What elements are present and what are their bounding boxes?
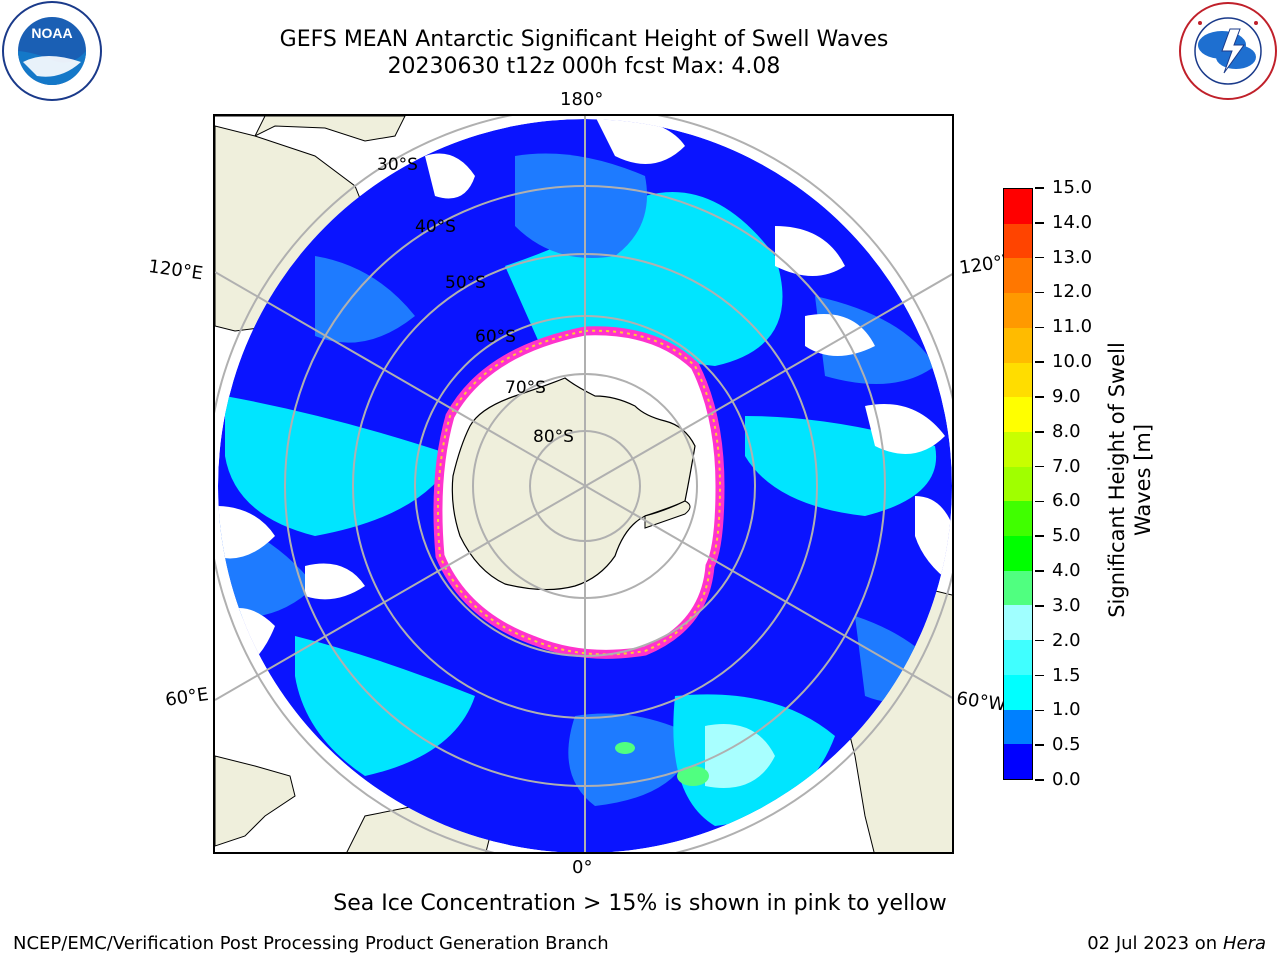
colorbar [1003,188,1033,780]
sea-ice-note: Sea Ice Concentration > 15% is shown in … [0,891,1280,917]
colorbar-segment [1004,674,1032,710]
colorbar-tick [1035,674,1044,677]
colorbar-tick-label: 15.0 [1052,177,1093,198]
colorbar-tick-label: 7.0 [1052,455,1081,477]
sea-ice-note-text: Sea Ice Concentration > 15% is shown in … [333,891,947,916]
colorbar-segment [1004,293,1032,328]
colorbar-tick-label: 9.0 [1052,385,1081,407]
colorbar-title-line2: Waves [m] [1131,423,1155,537]
footer-credit: NCEP/EMC/Verification Post Processing Pr… [13,933,609,954]
colorbar-tick [1035,187,1044,189]
lat-label-30s: 30°S [377,155,418,175]
lat-label-70s: 70°S [505,378,546,398]
antarctica [451,377,696,591]
colorbar-tick-label: 0.0 [1052,769,1081,790]
colorbar-segment [1004,431,1032,467]
swell-field [218,153,945,826]
colorbar-tick [1035,535,1044,537]
colorbar-segment [1004,258,1032,294]
colorbar-segment [1004,570,1032,606]
colorbar-tick-label: 6.0 [1052,490,1081,512]
colorbar-tick [1035,431,1044,433]
lon-label-180: 180° [560,89,604,110]
colorbar-segment [1004,501,1032,537]
lat-label-80s: 80°S [533,427,574,447]
colorbar-segment [1004,605,1032,641]
lon-label-60w: 60°W [955,688,1008,716]
footer-host: Hera [1222,933,1266,954]
colorbar-tick [1035,779,1044,781]
colorbar-tick-label: 14.0 [1052,211,1093,233]
colorbar-tick-label: 10.0 [1052,351,1093,373]
colorbar-segment [1004,640,1032,675]
colorbar-tick-label: 0.5 [1052,734,1081,756]
lat-label-50s: 50°S [445,273,486,293]
lon-label-60e: 60°E [164,683,210,711]
map-canvas: 30°S 40°S 50°S 60°S 70°S 80°S [215,116,952,852]
chart-title: GEFS MEAN Antarctic Significant Height o… [279,27,889,52]
map-panel: 30°S 40°S 50°S 60°S 70°S 80°S [213,114,954,854]
colorbar-tick [1035,396,1044,398]
colorbar-segment [1004,744,1032,779]
colorbar-tick-label: 1.0 [1052,699,1081,721]
colorbar-tick-label: 4.0 [1052,560,1081,582]
colorbar-title-line1: Significant Height of Swell [1105,342,1129,618]
colorbar-tick-label: 3.0 [1052,594,1081,616]
colorbar-tick [1035,709,1044,712]
colorbar-tick-label: 11.0 [1052,316,1093,338]
lon-label-0: 0° [572,857,593,878]
colorbar-tick-label: 13.0 [1052,246,1093,268]
colorbar-tick [1035,222,1044,224]
lat-label-60s: 60°S [475,327,516,347]
chart-subtitle: 20230630 t12z 000h fcst Max: 4.08 [387,54,781,79]
colorbar-tick [1035,639,1044,642]
colorbar-tick-label: 8.0 [1052,420,1081,442]
footer-date-text: 02 Jul 2023 on [1087,933,1223,954]
colorbar-segment [1004,189,1032,224]
lon-label-120e: 120°E [147,256,205,285]
antarctic-peninsula [644,500,691,529]
graticule [215,116,952,852]
colorbar-tick-label: 12.0 [1052,281,1093,303]
colorbar-tick [1035,326,1044,329]
colorbar-tick [1035,605,1044,607]
colorbar-tick-label: 2.0 [1052,629,1081,651]
colorbar-tick-label: 5.0 [1052,525,1081,547]
colorbar-segment [1004,223,1032,259]
lat-label-40s: 40°S [415,217,456,237]
nws-logo [1178,1,1278,101]
colorbar-tick [1035,361,1044,363]
colorbar-tick [1035,256,1044,259]
colorbar-segment [1004,709,1032,745]
colorbar-segment [1004,466,1032,502]
colorbar-segment [1004,536,1032,571]
colorbar-tick [1035,465,1044,468]
footer-date: 02 Jul 2023 on Hera [1087,933,1266,954]
colorbar-tick [1035,500,1044,503]
noaa-logo-text: NOAA [31,25,72,41]
colorbar-segment [1004,327,1032,363]
colorbar-tick-label: 1.5 [1052,664,1081,686]
colorbar-tick [1035,570,1044,572]
colorbar-tick [1035,744,1044,746]
colorbar-segment [1004,362,1032,398]
colorbar-title: Significant Height of Swell Waves [m] [1090,300,1170,660]
colorbar-tick [1035,291,1044,294]
noaa-logo: NOAA [1,0,103,102]
colorbar-segment [1004,397,1032,432]
